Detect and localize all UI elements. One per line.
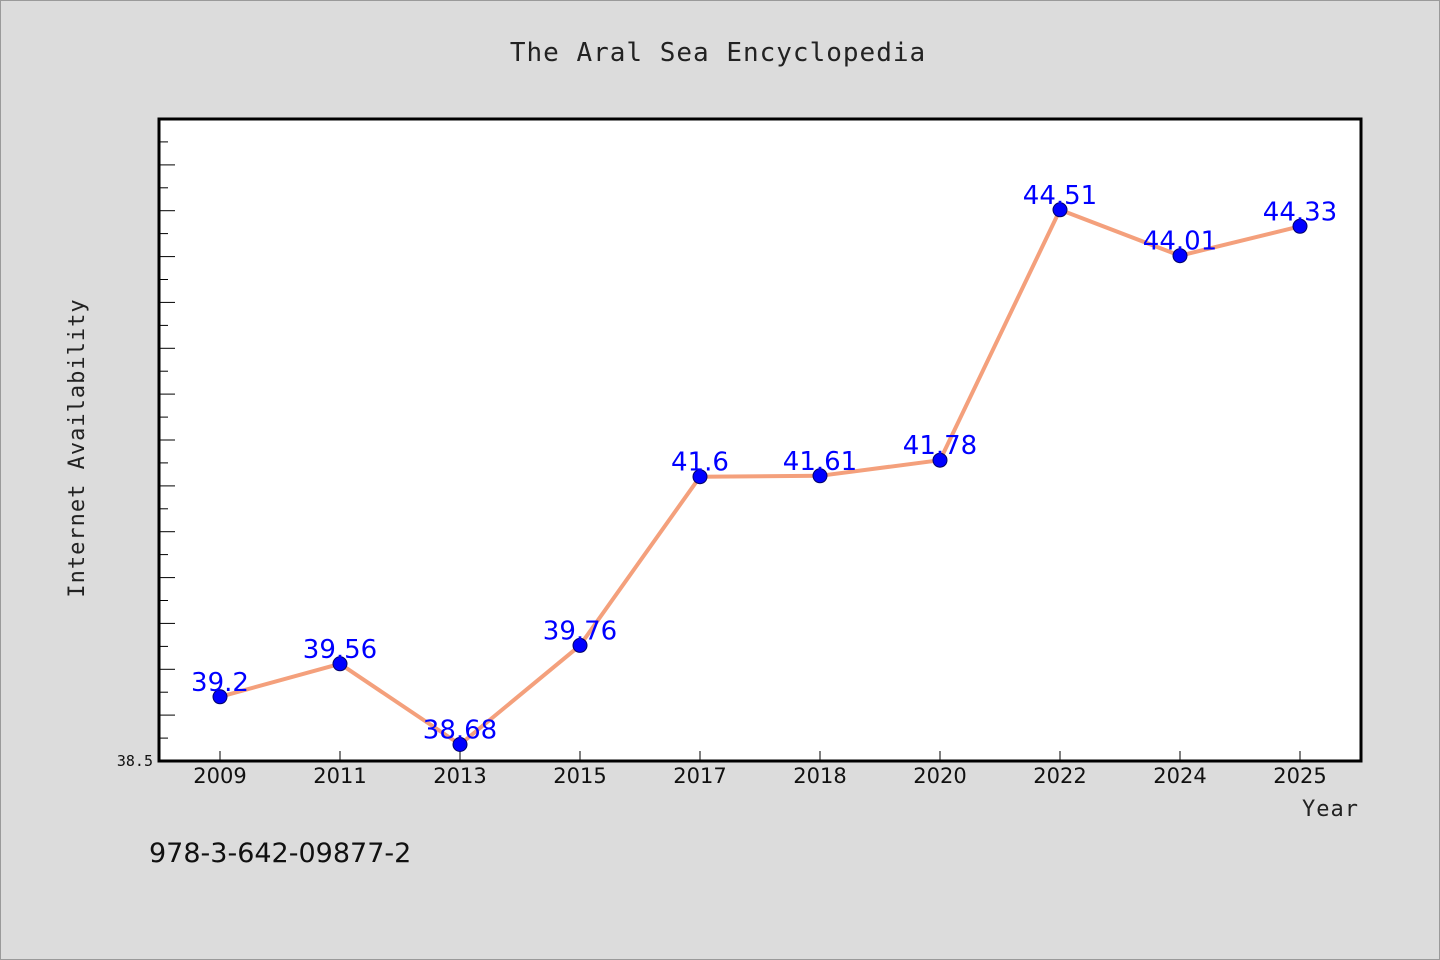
x-tick-label: 2013 <box>433 764 486 788</box>
data-label: 38.68 <box>423 716 497 746</box>
x-tick-label: 2025 <box>1273 764 1326 788</box>
x-tick-label: 2018 <box>793 764 846 788</box>
x-tick-label: 2015 <box>553 764 606 788</box>
data-label: 44.01 <box>1143 227 1217 257</box>
y-axis-ticks <box>159 141 175 739</box>
data-point <box>572 637 588 653</box>
data-label: 41.6 <box>671 448 729 478</box>
data-label: 39.2 <box>191 668 249 698</box>
series-markers <box>212 202 1308 752</box>
chart-title: The Aral Sea Encyclopedia <box>510 38 926 68</box>
data-point <box>1172 248 1188 264</box>
isbn-label: 978-3-642-09877-2 <box>149 838 411 869</box>
x-tick-label: 2009 <box>193 764 246 788</box>
x-tick-label: 2017 <box>673 764 726 788</box>
data-point <box>452 737 468 752</box>
series-line <box>219 207 1301 747</box>
x-tick-label: 2022 <box>1033 764 1086 788</box>
data-labels: 39.2 39.56 38.68 39.76 41.6 41.61 41.78 44.51 44… <box>191 181 1337 746</box>
data-point <box>812 468 828 484</box>
data-label: 39.56 <box>303 635 377 665</box>
data-label: 44.51 <box>1023 181 1097 211</box>
data-label: 41.61 <box>783 447 857 477</box>
y-tick-label: 38.5 <box>117 752 153 770</box>
x-tick-label: 2024 <box>1153 764 1206 788</box>
data-label: 44.33 <box>1263 197 1337 227</box>
data-label: 41.78 <box>903 431 977 461</box>
x-axis-ticks: 2009 2011 2013 2015 2017 2018 2020 2022 2024 2025 <box>193 751 1327 788</box>
data-point <box>212 689 228 705</box>
y-axis-title: Internet Availability <box>65 298 90 597</box>
data-point <box>1052 202 1068 218</box>
x-tick-label: 2020 <box>913 764 966 788</box>
data-point <box>1292 218 1308 234</box>
data-point <box>332 656 348 672</box>
data-point <box>692 469 708 485</box>
plot-area <box>157 117 1363 763</box>
data-label: 39.76 <box>543 616 617 646</box>
x-tick-label: 2011 <box>313 764 366 788</box>
x-axis-title: Year <box>1302 797 1359 822</box>
data-point <box>932 452 948 468</box>
